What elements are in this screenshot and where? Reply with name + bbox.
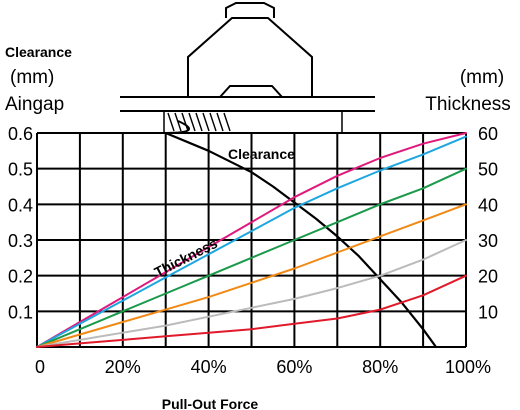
y-left-tick-label: 0.2 bbox=[8, 267, 33, 287]
annotation-clearance: Clearance bbox=[228, 146, 295, 162]
series-group bbox=[36, 120, 467, 349]
y-right-tick-label: 50 bbox=[478, 160, 498, 180]
x-tick-label: 20% bbox=[105, 357, 141, 377]
y-left-tick-label: 0.6 bbox=[8, 124, 33, 144]
clearance-leader-line bbox=[165, 120, 190, 134]
x-tick-label: 40% bbox=[191, 357, 227, 377]
series-line-thickness-50 bbox=[36, 135, 467, 348]
y-left-tick-label: 0.3 bbox=[8, 231, 33, 251]
y-left-label-line: Aingap bbox=[5, 94, 64, 115]
y-right-label-line: (mm) bbox=[460, 67, 504, 88]
hatch-lines bbox=[167, 112, 231, 132]
y-left-label-line: (mm) bbox=[10, 67, 54, 88]
y-right-tick-label: 40 bbox=[478, 195, 498, 215]
annotation-thickness: Thickness bbox=[152, 235, 220, 280]
fastener-illustration bbox=[120, 2, 375, 134]
x-tick-label: 80% bbox=[362, 357, 398, 377]
series-line-thickness-30 bbox=[36, 203, 467, 348]
y-left-tick-label: 0.1 bbox=[8, 302, 33, 322]
y-left-tick-label: 0.5 bbox=[8, 160, 33, 180]
nut-bottom bbox=[219, 85, 283, 98]
y-right-tick-label: 20 bbox=[478, 267, 498, 287]
y-right-tick-label: 10 bbox=[478, 302, 498, 322]
y-right-tick-label: 30 bbox=[478, 231, 498, 251]
grid bbox=[36, 132, 467, 348]
y-left-tick-label: 0.4 bbox=[8, 195, 33, 215]
x-axis-title: Pull-Out Force bbox=[162, 396, 259, 410]
series-line-thickness-60 bbox=[36, 132, 467, 348]
series-line-thickness-20 bbox=[36, 239, 467, 348]
x-tick-label: 100% bbox=[445, 357, 491, 377]
series-line-thickness-40 bbox=[36, 167, 467, 348]
y-right-label-line: Thickness bbox=[425, 94, 511, 115]
nut-cap bbox=[225, 2, 275, 18]
x-tick-label: 0 bbox=[35, 357, 45, 377]
y-left-label-line: Clearance bbox=[5, 44, 72, 60]
hatched-base bbox=[163, 110, 343, 134]
series-line-thickness-10 bbox=[36, 274, 467, 348]
y-right-tick-label: 60 bbox=[478, 124, 498, 144]
x-tick-label: 60% bbox=[276, 357, 312, 377]
